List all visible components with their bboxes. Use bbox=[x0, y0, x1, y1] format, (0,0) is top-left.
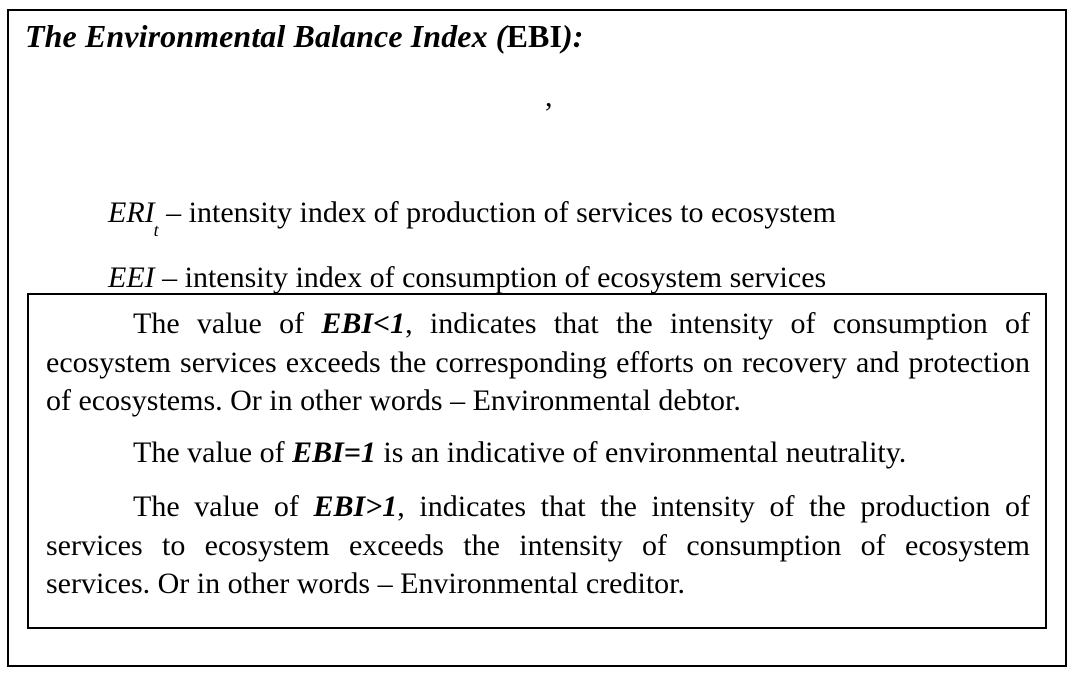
explanation-creditor: The value of EBI>1, indicates that the i… bbox=[46, 488, 1030, 604]
definition-text: – intensity index of consumption of ecos… bbox=[154, 261, 827, 294]
explanation-text: , indicates that the intensity of the pr… bbox=[46, 490, 1030, 600]
explanation-term: EBI=1 bbox=[292, 436, 376, 469]
definition-eei: EEI – intensity index of consumption of … bbox=[108, 261, 826, 295]
definition-symbol: EEI bbox=[108, 261, 155, 294]
explanation-box: The value of EBI<1, indicates that the i… bbox=[27, 293, 1047, 629]
explanation-neutral: The value of EBI=1 is an indicative of e… bbox=[46, 434, 1030, 473]
explanation-text: , indicates that the intensity of consum… bbox=[46, 307, 1030, 417]
title-abbr: EBI bbox=[506, 18, 563, 54]
title-part2: ): bbox=[562, 18, 584, 54]
explanation-prefix: The value of bbox=[133, 307, 322, 340]
explanation-debtor: The value of EBI<1, indicates that the i… bbox=[46, 305, 1030, 421]
formula-comma: , bbox=[545, 80, 553, 113]
definition-symbol: ERI bbox=[108, 196, 155, 229]
definition-subscript: t bbox=[153, 220, 159, 240]
outer-frame bbox=[7, 9, 1067, 667]
definition-text: – intensity index of production of servi… bbox=[158, 196, 837, 229]
explanation-text: is an indicative of environmental neutra… bbox=[375, 436, 907, 469]
explanation-term: EBI<1 bbox=[321, 307, 406, 340]
page-title: The Environmental Balance Index (EBI): bbox=[25, 18, 584, 55]
definition-eri: ERIt – intensity index of production of … bbox=[108, 196, 837, 240]
explanation-term: EBI>1 bbox=[313, 490, 398, 523]
explanation-prefix: The value of bbox=[133, 490, 314, 523]
title-part1: The Environmental Balance Index ( bbox=[25, 18, 507, 54]
explanation-prefix: The value of bbox=[133, 436, 293, 469]
